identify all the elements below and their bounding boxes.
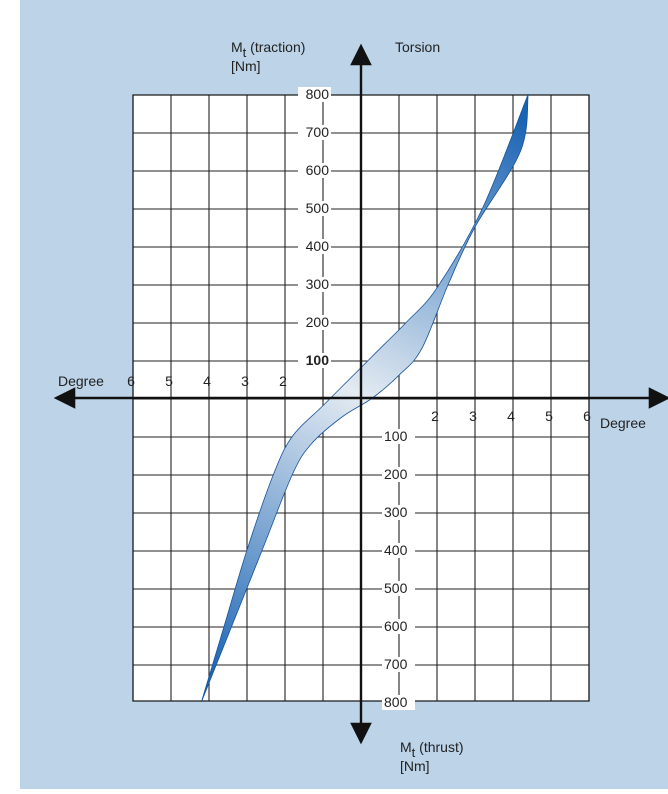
y-tick-label-top: 800 [306, 86, 330, 102]
y-tick-label-bg [382, 695, 415, 710]
y-tick-label-bg [298, 125, 331, 140]
y-tick-label-bottom: 800 [384, 694, 408, 710]
y-tick-label-bg [382, 429, 415, 444]
x-tick-label-left: 5 [165, 373, 173, 389]
y-tick-label-top: 500 [306, 200, 330, 216]
y-tick-label-bg [298, 163, 331, 178]
x-axis-left-label: Degree [58, 373, 104, 389]
y-tick-label-bg [298, 201, 331, 216]
y-tick-label-top: 400 [306, 238, 330, 254]
y-tick-label-bg [382, 657, 415, 672]
y-axis-top-label: Mt (traction) [231, 39, 305, 60]
torsion-label: Torsion [395, 39, 440, 55]
y-tick-label-top: 200 [306, 314, 330, 330]
x-tick-label-left: 4 [203, 373, 211, 389]
x-axis-right-label: Degree [600, 415, 646, 431]
y-tick-label-top: 300 [306, 276, 330, 292]
y-tick-label-bg [298, 87, 331, 102]
x-tick-label-right: 3 [469, 408, 477, 424]
y-tick-label-bottom: 600 [384, 618, 408, 634]
x-tick-label-left: 2 [279, 373, 287, 389]
x-tick-label-left: 6 [127, 373, 135, 389]
x-tick-label-left: 3 [241, 373, 249, 389]
x-tick-label-right: 5 [545, 408, 553, 424]
y-tick-label-bg [382, 467, 415, 482]
y-tick-label-bg [298, 239, 331, 254]
y-tick-label-bottom: 300 [384, 504, 408, 520]
y-tick-label-bg [382, 505, 415, 520]
y-tick-label-bottom: 500 [384, 580, 408, 596]
series-upper-line [201, 93, 529, 703]
y-tick-label-bottom: 200 [384, 466, 408, 482]
tick-labels: 6 5 4 3 2 2 3 4 5 6 800 700 600 500 400 300 200 100 100 200… [127, 86, 591, 710]
y-tick-label-top: 600 [306, 162, 330, 178]
y-tick-label-bg [382, 581, 415, 596]
y-tick-label-top: 700 [306, 124, 330, 140]
y-tick-label-bg [382, 619, 415, 634]
y-tick-label-bg [298, 315, 331, 330]
x-tick-label-right: 4 [507, 408, 515, 424]
y-tick-label-bottom: 400 [384, 542, 408, 558]
y-tick-label-bg [298, 277, 331, 292]
x-tick-label-right: 2 [431, 408, 439, 424]
chart-frame: 6 5 4 3 2 2 3 4 5 6 800 700 600 500 400 300 200 100 100 200… [20, 0, 668, 789]
y-axis-top-unit: [Nm] [231, 58, 261, 74]
y-tick-label-bottom: 700 [384, 656, 408, 672]
torsion-chart: 6 5 4 3 2 2 3 4 5 6 800 700 600 500 400 300 200 100 100 200… [20, 0, 668, 789]
y-tick-label-top: 100 [306, 352, 330, 368]
y-tick-label-bottom: 100 [384, 428, 408, 444]
y-tick-label-bg [382, 543, 415, 558]
y-axis-bottom-unit: [Nm] [400, 758, 430, 774]
x-tick-label-right: 6 [583, 408, 591, 424]
y-tick-label-bg [298, 353, 331, 368]
y-axis-bottom-label: Mt (thrust) [400, 739, 464, 760]
